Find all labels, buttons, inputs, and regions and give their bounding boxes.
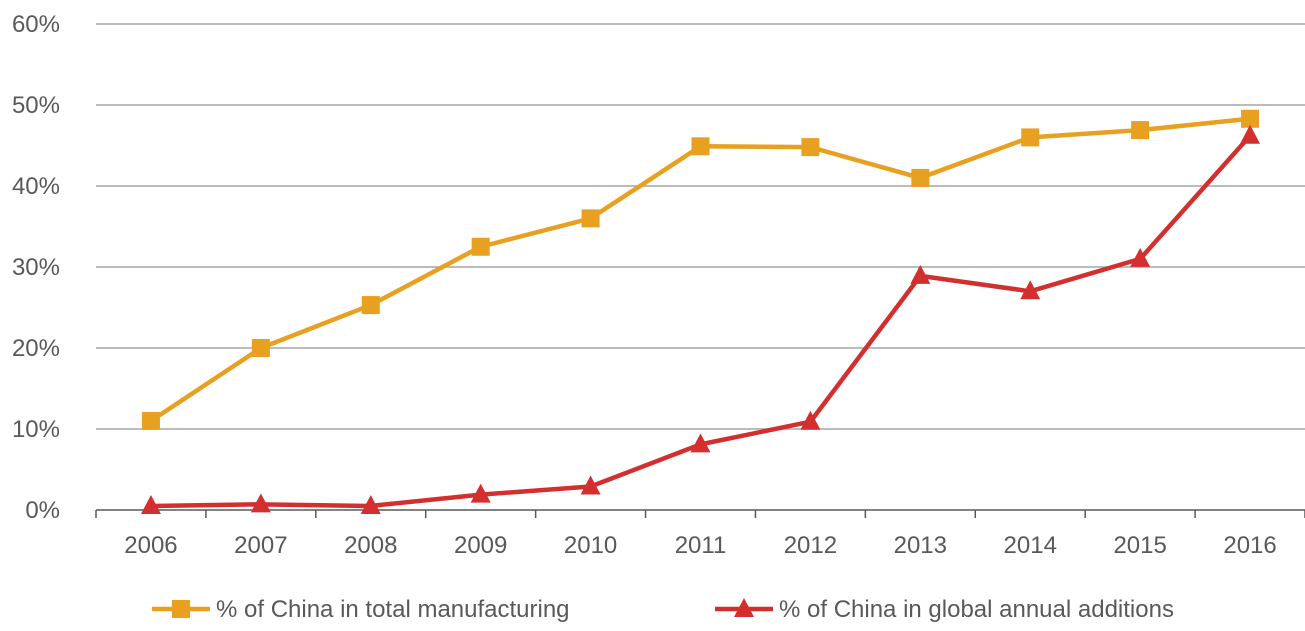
legend-item: % of China in total manufacturing xyxy=(152,596,570,623)
data-point xyxy=(911,168,930,187)
series-2 xyxy=(140,124,1261,514)
data-point xyxy=(470,483,491,503)
data-point xyxy=(910,264,931,284)
data-point xyxy=(471,237,490,256)
x-tick-label: 2014 xyxy=(1004,532,1057,559)
y-axis-ticks: 0% 10% 20% 30% 40% 50% 60% xyxy=(12,11,60,524)
data-point xyxy=(690,433,711,453)
legend-marker xyxy=(172,600,190,618)
data-point xyxy=(140,494,161,514)
data-point xyxy=(250,493,271,513)
y-tick-label: 10% xyxy=(12,416,60,443)
legend-marker xyxy=(734,598,754,617)
legend-label: % of China in global annual additions xyxy=(779,596,1174,623)
x-tick-label: 2009 xyxy=(454,532,507,559)
data-point xyxy=(361,296,380,315)
data-point xyxy=(1241,109,1260,128)
data-point xyxy=(141,411,160,430)
y-tick-label: 60% xyxy=(12,11,60,38)
data-point xyxy=(360,494,381,514)
data-point xyxy=(580,475,601,495)
y-tick-label: 0% xyxy=(25,497,60,524)
data-point xyxy=(251,339,270,357)
y-tick-label: 50% xyxy=(12,92,60,119)
data-point xyxy=(1131,121,1150,140)
legend: % of China in total manufacturing % of Ch… xyxy=(152,596,1174,623)
data-point xyxy=(691,137,710,156)
x-tick-label: 2013 xyxy=(894,532,947,559)
legend-item: % of China in global annual additions xyxy=(715,596,1174,623)
x-tick-label: 2006 xyxy=(124,532,177,559)
x-tick-label: 2011 xyxy=(675,532,727,559)
x-tick-label: 2016 xyxy=(1223,532,1276,559)
y-tick-label: 40% xyxy=(12,173,60,200)
data-point xyxy=(1021,128,1040,147)
x-tick-label: 2010 xyxy=(564,532,617,559)
data-point xyxy=(1020,280,1041,300)
series-line xyxy=(149,116,1251,423)
x-tick-label: 2008 xyxy=(344,532,397,559)
y-tick-label: 20% xyxy=(12,335,60,362)
x-tick-label: 2007 xyxy=(234,532,287,559)
y-tick-label: 30% xyxy=(12,254,60,281)
data-point xyxy=(1130,247,1151,267)
data-point xyxy=(1240,124,1261,144)
legend-label: % of China in total manufacturing xyxy=(216,596,570,623)
data-point xyxy=(801,138,820,157)
x-tick-label: 2015 xyxy=(1113,532,1166,559)
x-tick-label: 2012 xyxy=(784,532,837,559)
series-1 xyxy=(141,109,1260,430)
data-point xyxy=(581,209,600,228)
series-layer xyxy=(140,109,1261,514)
gridlines xyxy=(96,23,1305,430)
x-axis: 2006 2007 2008 2009 2010 2011 2012 2013 2014 2015… xyxy=(95,509,1305,559)
data-point xyxy=(800,410,821,430)
